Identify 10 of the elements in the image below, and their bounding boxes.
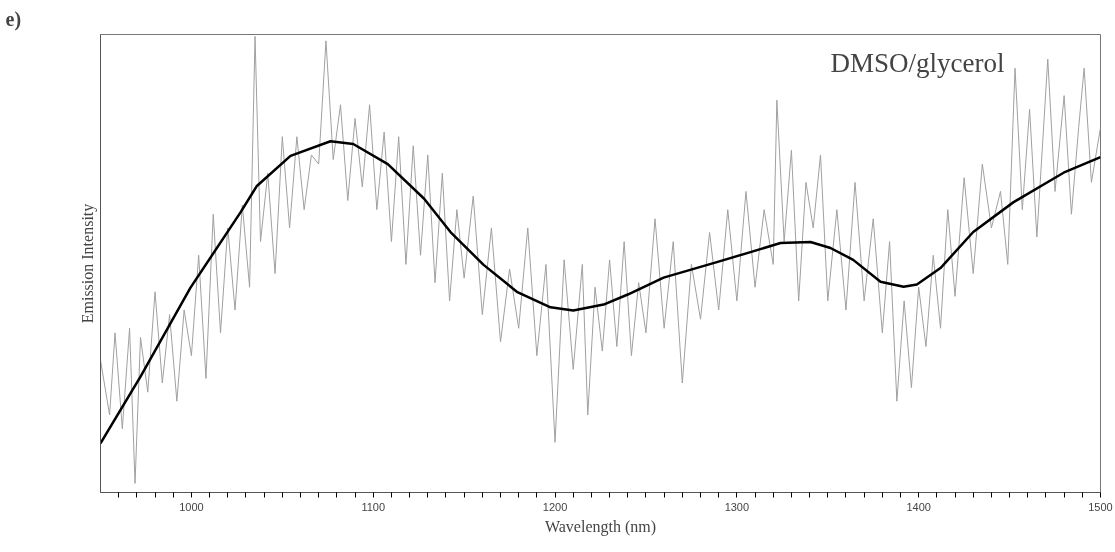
x-tick-label: 1000 — [179, 500, 204, 513]
text: e) — [5, 7, 22, 31]
x-tick-label: 1500 — [1088, 500, 1113, 513]
x-tick-label: 1200 — [542, 500, 568, 513]
x-tick-label: 1300 — [724, 500, 750, 513]
x-tick-label: 1400 — [906, 500, 931, 513]
x-tick-label: 1100 — [361, 500, 386, 513]
annotation: DMSO/glycerol — [830, 48, 1005, 79]
y-axis-title: Emission Intensity — [78, 203, 97, 324]
x-axis-title: Wavelength (nm) — [544, 517, 657, 536]
